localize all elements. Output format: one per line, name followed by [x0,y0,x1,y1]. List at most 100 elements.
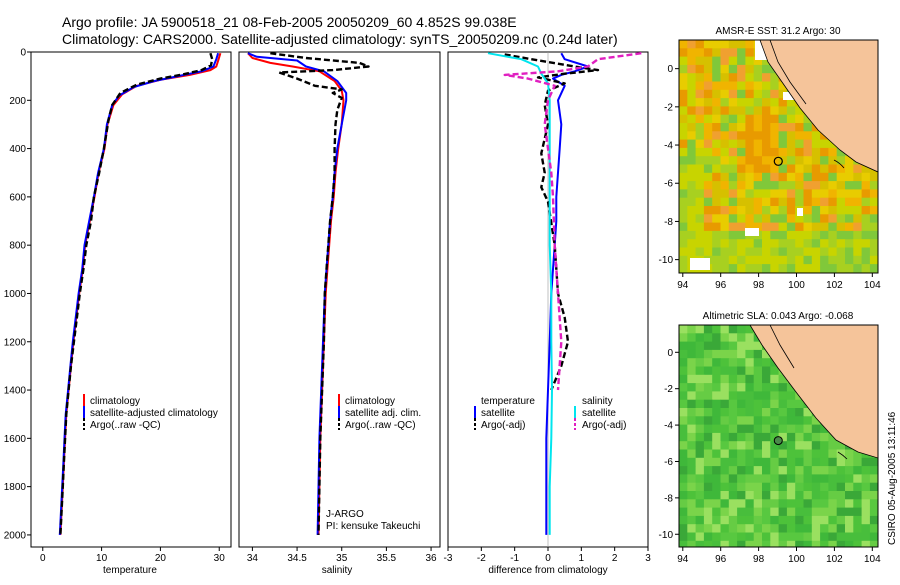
map-cell [795,432,804,442]
lat-tick-label: -6 [664,457,673,468]
map-cell [770,441,779,450]
map-cell [828,181,838,190]
map-cell [695,81,705,91]
map-cell [770,98,779,107]
map-cell [786,222,796,232]
map-cell [845,264,854,273]
map-cell [861,255,871,265]
map-cell [836,197,846,207]
map-cell [720,399,730,409]
map-cell [737,482,746,492]
map-cell [853,540,862,547]
map-cell [745,214,755,223]
y-tick-label: 1200 [4,337,27,348]
map-cell [720,466,730,475]
map-cell [795,114,804,124]
map-cell [828,222,838,232]
map-cell [745,48,755,57]
map-cell [778,239,788,248]
map-cell [737,73,746,82]
map-cell [737,399,746,409]
map-cell [737,139,746,149]
map-cell [687,181,696,190]
x-tick-label: 30 [214,553,226,564]
map-cell [703,197,713,207]
map-cell [836,491,846,500]
map-cell [753,264,763,273]
map-cell [762,106,771,116]
map-cell [687,441,696,450]
argo-float-marker [773,436,783,446]
map-cell [728,341,738,351]
map-cell [778,164,788,174]
map-cell [703,123,713,132]
map-cell [753,239,763,248]
map-cell [695,156,705,165]
map-cell [803,424,813,434]
map-cell [778,540,788,547]
map-cell [695,172,705,182]
map-cell [786,515,796,525]
map-cell [728,81,738,91]
map-cell [828,449,838,459]
map-cell [679,374,688,384]
map-cell [703,507,713,517]
map-cell [728,98,738,107]
y-tick-label: 400 [9,144,26,155]
map-cell [720,474,730,484]
map-cell [778,197,788,207]
map-cell [737,333,746,342]
map-cell [745,366,755,376]
map-cell [869,264,878,273]
y-tick-label: 0 [20,48,26,59]
map-cell [679,156,688,165]
map-cell [795,408,804,417]
map-cell [703,366,713,376]
map-cell [712,341,721,351]
map-cell [845,466,854,475]
map-cell [795,222,804,232]
map-cell [703,106,713,116]
map-cell [861,264,871,273]
map-cell [703,81,713,91]
lat-tick-label: -10 [659,530,674,541]
lon-tick-label: 100 [788,554,805,565]
map-cell [737,416,746,425]
map-cell [836,156,846,165]
map-cell [770,247,779,257]
map-cell [828,189,838,199]
map-cell [820,172,829,182]
map-cell [753,255,763,265]
map-cell [795,156,804,165]
map-cell [695,106,705,116]
map-cell [820,441,829,450]
map-cell [753,64,763,74]
temperature-legend: climatology satellite-adjusted climatolo… [83,394,218,431]
map-cell [753,466,763,475]
map-cell [770,416,779,425]
map-cell [795,230,804,240]
map-cell [820,230,829,240]
map-cell [687,147,696,157]
map-cell [861,540,871,547]
map-cell [703,147,713,157]
map-cell [687,64,696,74]
map-cell [679,214,688,223]
map-cell [703,374,713,384]
map-cell [786,123,796,132]
map-cell [828,474,838,484]
map-cell [803,432,813,442]
map-cell [770,432,779,442]
map-cell [687,507,696,517]
map-cell [703,333,713,342]
map-cell [762,197,771,207]
map-cell [728,383,738,392]
map-cell [728,172,738,182]
map-cell [762,189,771,199]
map-cell [795,466,804,475]
lat-tick-label: -6 [664,179,673,190]
map-cell [745,424,755,434]
map-cell [745,89,755,99]
map-cell [803,524,813,533]
map-cell [703,156,713,165]
